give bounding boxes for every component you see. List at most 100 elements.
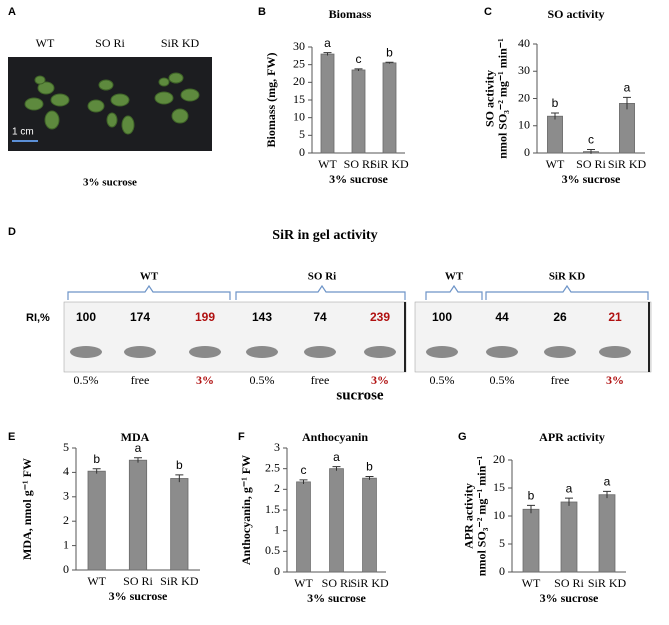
y-tick-label: 0 bbox=[524, 145, 530, 159]
y-tick-label: 20 bbox=[518, 90, 530, 104]
condition-label: free bbox=[311, 373, 330, 387]
bar bbox=[619, 103, 635, 154]
significance-letter: c bbox=[356, 52, 362, 66]
panel-label: D bbox=[8, 226, 16, 238]
error-bar bbox=[385, 61, 394, 64]
gel-band bbox=[426, 346, 458, 358]
y-axis-label: SO activity bbox=[482, 70, 496, 127]
y-tick-label: 2.5 bbox=[265, 460, 280, 474]
significance-letter: a bbox=[604, 475, 611, 489]
error-bar bbox=[551, 112, 559, 120]
y-tick-label: 5 bbox=[499, 536, 505, 550]
genotype-label: SiR KD bbox=[161, 36, 200, 50]
bar bbox=[547, 115, 563, 154]
gel-image bbox=[63, 301, 652, 373]
x-axis-label: 3% sucrose bbox=[109, 589, 168, 603]
y-axis-label: nmol SO₃⁻² mg⁻¹ min⁻¹ bbox=[495, 38, 509, 159]
y-axis-label: MDA, nmol g⁻¹ FW bbox=[20, 458, 34, 560]
y-tick-label: 20 bbox=[493, 452, 505, 466]
significance-letter: a bbox=[333, 450, 340, 464]
error-bar bbox=[323, 52, 332, 56]
x-axis-label: 3% sucrose bbox=[307, 591, 366, 605]
ri-value: 143 bbox=[252, 310, 272, 324]
condition-label: 0.5% bbox=[490, 373, 515, 387]
x-axis-label: 3% sucrose bbox=[562, 172, 621, 186]
condition-label: 3% bbox=[371, 373, 389, 387]
chart-title: Anthocyanin bbox=[302, 430, 368, 444]
y-tick-label: 25 bbox=[293, 56, 305, 70]
error-bar bbox=[354, 68, 363, 72]
error-bar bbox=[175, 474, 184, 483]
bar bbox=[560, 501, 578, 573]
significance-letter: a bbox=[566, 481, 573, 495]
y-tick-label: 10 bbox=[493, 508, 505, 522]
chart-title: Biomass bbox=[329, 7, 372, 21]
y-tick-label: 0 bbox=[274, 564, 280, 578]
y-tick-label: 0.5 bbox=[265, 543, 280, 557]
gel-lanes: 100 0.5% 174 free 199 3% 143 0.5% 74 free 239 3% 100… bbox=[70, 310, 631, 387]
error-bar bbox=[587, 148, 595, 154]
bar bbox=[351, 69, 366, 154]
photo-caption: 3% sucrose bbox=[83, 177, 137, 189]
x-tick-label: SO Ri bbox=[554, 576, 584, 590]
x-axis-label: 3% sucrose bbox=[540, 591, 599, 605]
y-tick-label: 30 bbox=[518, 63, 530, 77]
scale-bar-label: 1 cm bbox=[12, 127, 34, 138]
error-bar bbox=[565, 497, 573, 506]
gel-title: SiR in gel activity bbox=[272, 228, 377, 243]
y-tick-label: 3 bbox=[274, 440, 280, 454]
gel-xlabel: sucrose bbox=[336, 387, 384, 403]
significance-letter: b bbox=[528, 489, 535, 503]
x-tick-label: WT bbox=[546, 157, 565, 171]
error-bar bbox=[299, 479, 308, 484]
error-bar bbox=[365, 476, 374, 480]
condition-label: 0.5% bbox=[74, 373, 99, 387]
y-tick-label: 5 bbox=[299, 127, 305, 141]
genotype-label: SO Ri bbox=[95, 36, 125, 50]
panel-label: E bbox=[8, 431, 15, 443]
x-tick-label: WT bbox=[87, 574, 106, 588]
chart-title: MDA bbox=[121, 430, 150, 444]
y-axis-label: Anthocyanin, g⁻¹ FW bbox=[239, 455, 253, 565]
ri-value: 100 bbox=[432, 310, 452, 324]
ri-value: 26 bbox=[553, 310, 567, 324]
significance-letter: a bbox=[135, 441, 142, 455]
ri-value: 174 bbox=[130, 310, 150, 324]
x-tick-label: SiR KD bbox=[588, 576, 627, 590]
plant-photo bbox=[8, 57, 212, 151]
error-bar bbox=[332, 466, 341, 471]
bar bbox=[128, 459, 148, 571]
y-tick-label: 4 bbox=[63, 464, 69, 478]
condition-label: 3% bbox=[196, 373, 214, 387]
bar bbox=[522, 508, 540, 573]
condition-label: 3% bbox=[606, 373, 624, 387]
x-tick-label: WT bbox=[294, 576, 313, 590]
bar bbox=[170, 478, 189, 571]
significance-letter: a bbox=[624, 81, 631, 95]
y-tick-label: 0 bbox=[63, 562, 69, 576]
gel-band bbox=[486, 346, 518, 358]
significance-letter: c bbox=[301, 463, 307, 477]
bar bbox=[598, 494, 616, 573]
y-tick-label: 30 bbox=[293, 39, 305, 53]
bar bbox=[329, 468, 344, 573]
x-tick-label: SiR KD bbox=[350, 576, 389, 590]
condition-label: free bbox=[551, 373, 570, 387]
panel-label: C bbox=[484, 6, 492, 18]
y-tick-label: 40 bbox=[518, 36, 530, 50]
gel-band bbox=[364, 346, 396, 358]
x-tick-label: SiR KD bbox=[370, 157, 409, 171]
row-label: RI,% bbox=[26, 312, 50, 324]
condition-label: 0.5% bbox=[430, 373, 455, 387]
ri-value: 74 bbox=[313, 310, 327, 324]
group-label: SiR KD bbox=[549, 271, 585, 283]
x-tick-label: SO Ri bbox=[576, 157, 606, 171]
x-tick-label: SO Ri bbox=[322, 576, 352, 590]
x-tick-label: WT bbox=[522, 576, 541, 590]
y-tick-label: 5 bbox=[63, 440, 69, 454]
x-tick-label: SiR KD bbox=[160, 574, 199, 588]
gel-band bbox=[599, 346, 631, 358]
y-tick-label: 15 bbox=[493, 480, 505, 494]
